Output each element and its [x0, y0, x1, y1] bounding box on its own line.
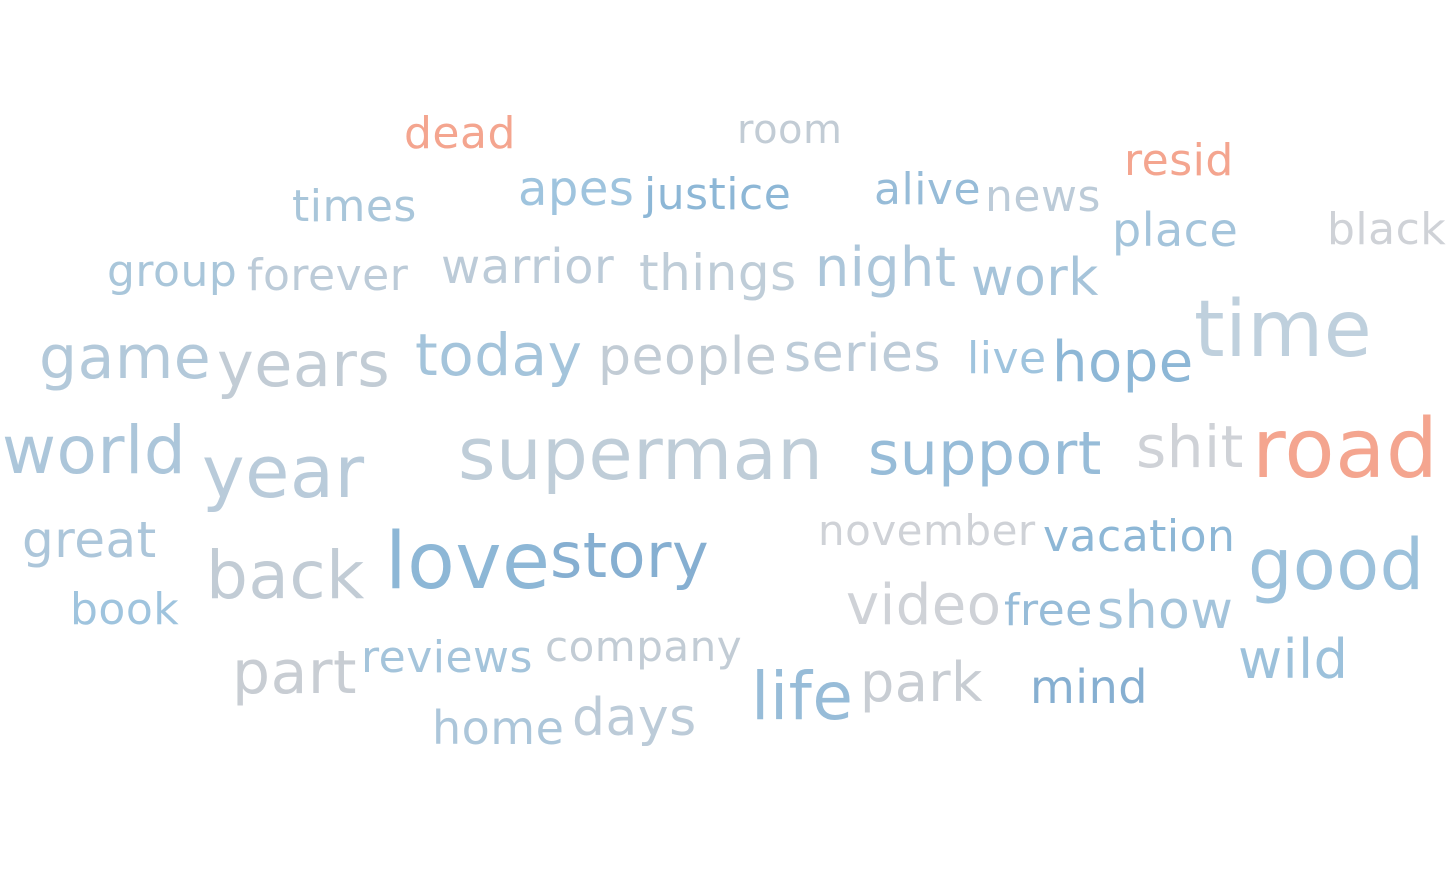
word-resid: resid [1124, 135, 1234, 186]
word-love: love [385, 517, 551, 607]
word-home: home [432, 701, 565, 755]
word-warrior: warrior [441, 239, 615, 295]
word-years: years [217, 328, 391, 401]
word-book: book [70, 584, 180, 635]
word-year: year [202, 430, 365, 514]
word-company: company [545, 622, 743, 671]
word-game: game [39, 323, 212, 393]
word-back: back [206, 537, 365, 614]
word-life: life [751, 658, 854, 735]
word-night: night [815, 236, 957, 299]
word-things: things [639, 244, 797, 302]
word-days: days [572, 688, 697, 748]
word-dead: dead [404, 108, 516, 159]
word-free: free [1004, 585, 1093, 636]
word-series: series [784, 324, 941, 384]
word-news: news [985, 171, 1101, 222]
word-time: time [1194, 285, 1373, 375]
word-superman: superman [458, 412, 824, 496]
word-black: black [1327, 204, 1447, 255]
word-people: people [598, 327, 778, 387]
word-apes: apes [518, 161, 635, 217]
word-park: park [860, 651, 983, 714]
word-vacation: vacation [1043, 511, 1236, 562]
word-alive: alive [874, 164, 982, 215]
word-video: video [846, 573, 1002, 638]
word-work: work [971, 248, 1099, 308]
word-reviews: reviews [361, 632, 533, 683]
word-room: room [737, 107, 843, 153]
word-live: live [967, 333, 1047, 384]
word-times: times [292, 181, 417, 232]
word-story: story [550, 519, 710, 592]
word-great: great [22, 511, 157, 569]
word-forever: forever [247, 250, 409, 301]
word-show: show [1097, 581, 1234, 641]
word-group: group [107, 246, 238, 297]
word-road: road [1252, 402, 1439, 497]
word-hope: hope [1052, 330, 1194, 395]
word-mind: mind [1030, 660, 1148, 714]
word-place: place [1112, 203, 1239, 257]
word-part: part [232, 638, 358, 708]
word-justice: justice [644, 169, 792, 220]
word-november: november [818, 506, 1036, 555]
word-world: world [2, 412, 187, 489]
word-today: today [415, 321, 583, 389]
word-wild: wild [1238, 628, 1349, 691]
word-good: good [1248, 524, 1425, 606]
word-support: support [868, 419, 1102, 489]
word-shit: shit [1136, 413, 1244, 481]
